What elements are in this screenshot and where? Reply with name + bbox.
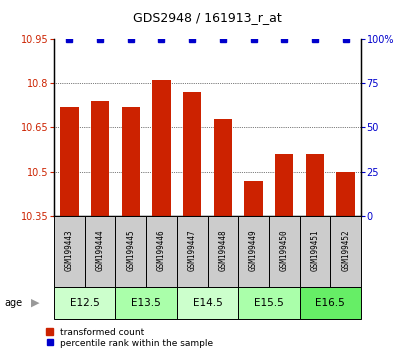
Bar: [177, 287, 238, 319]
Bar: [269, 216, 300, 287]
Bar: [300, 216, 330, 287]
Bar: [54, 287, 115, 319]
Bar: [91, 101, 109, 216]
Text: ▶: ▶: [31, 298, 39, 308]
Bar: [115, 287, 177, 319]
Bar: [275, 154, 293, 216]
Text: GSM199448: GSM199448: [218, 229, 227, 271]
Text: GSM199449: GSM199449: [249, 229, 258, 271]
Bar: [115, 216, 146, 287]
Bar: [146, 216, 177, 287]
Text: GSM199445: GSM199445: [126, 229, 135, 271]
Text: E16.5: E16.5: [315, 298, 345, 308]
Text: GSM199444: GSM199444: [95, 229, 105, 271]
Bar: [122, 107, 140, 216]
Text: GSM199451: GSM199451: [310, 229, 320, 271]
Bar: [183, 92, 201, 216]
Bar: [330, 216, 361, 287]
Bar: [306, 154, 324, 216]
Text: E15.5: E15.5: [254, 298, 284, 308]
Bar: [60, 107, 78, 216]
Bar: [300, 287, 361, 319]
Text: E14.5: E14.5: [193, 298, 222, 308]
Text: GSM199443: GSM199443: [65, 229, 74, 271]
Text: GSM199452: GSM199452: [341, 229, 350, 271]
Text: E12.5: E12.5: [70, 298, 100, 308]
Bar: [152, 80, 171, 216]
Bar: [85, 216, 115, 287]
Text: age: age: [4, 298, 22, 308]
Text: E13.5: E13.5: [131, 298, 161, 308]
Legend: transformed count, percentile rank within the sample: transformed count, percentile rank withi…: [46, 328, 214, 348]
Bar: [54, 216, 85, 287]
Bar: [238, 287, 300, 319]
Bar: [208, 216, 238, 287]
Text: GDS2948 / 161913_r_at: GDS2948 / 161913_r_at: [133, 11, 282, 24]
Text: GSM199446: GSM199446: [157, 229, 166, 271]
Bar: [238, 216, 269, 287]
Bar: [337, 172, 355, 216]
Text: GSM199447: GSM199447: [188, 229, 197, 271]
Bar: [214, 119, 232, 216]
Text: GSM199450: GSM199450: [280, 229, 289, 271]
Bar: [177, 216, 208, 287]
Bar: [244, 181, 263, 216]
